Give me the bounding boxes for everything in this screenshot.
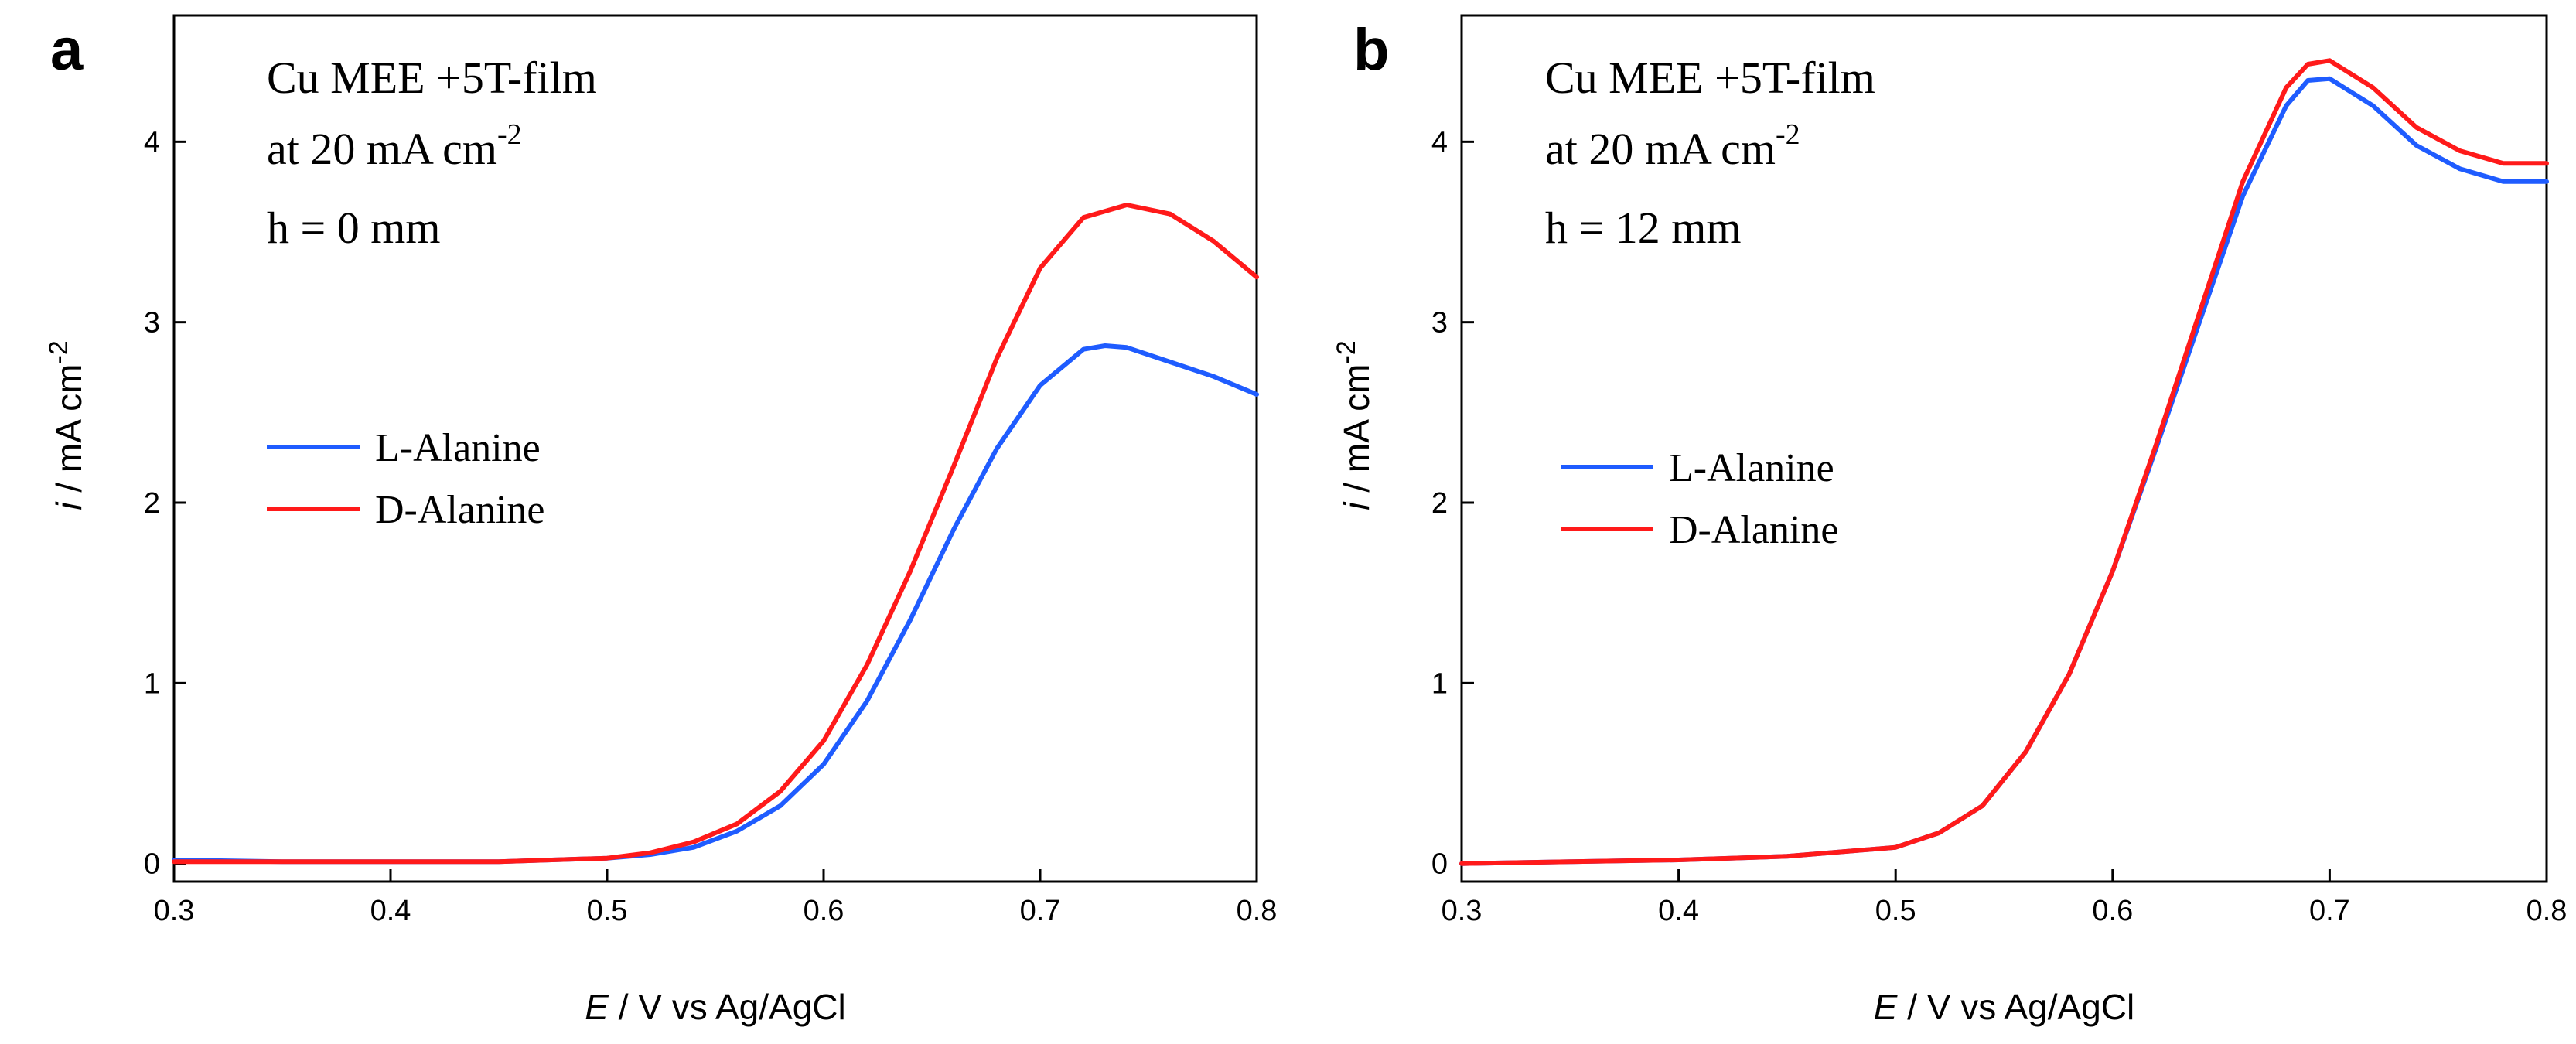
y-tick-label: 1 [1431, 667, 1448, 700]
annotation-line: h = 12 mm [1545, 203, 1741, 253]
annotation-line: at 20 mA cm-2 [1545, 118, 1800, 174]
x-tick-label: 0.8 [1237, 895, 1278, 927]
x-tick-label: 0.7 [2309, 895, 2350, 927]
x-tick-label: 0.8 [2527, 895, 2567, 927]
y-tick-label: 0 [1431, 848, 1448, 881]
plot-frame [172, 14, 1258, 883]
series-line-d-alanine [172, 203, 1259, 865]
y-tick-label: 0 [144, 848, 160, 881]
y-tick-label: 4 [144, 126, 160, 159]
y-tick-label: 2 [1431, 487, 1448, 520]
x-tick-label: 0.7 [1020, 895, 1061, 927]
y-tick-label: 2 [144, 487, 160, 520]
x-tick-label: 0.6 [804, 895, 844, 927]
x-axis-label: E / V vs Ag/AgCl [585, 987, 845, 1027]
x-tick-label: 0.4 [370, 895, 411, 927]
x-tick-label: 0.6 [2092, 895, 2133, 927]
y-axis-label: i / mA cm-2 [1332, 340, 1377, 510]
y-tick-label: 4 [1431, 126, 1448, 159]
plot-frame [1460, 14, 2548, 883]
panel-b: b 0.3 0.4 0.5 0.6 0.7 0.8 0 1 2 3 4 E / V vs Ag/AgCl… [1332, 14, 2567, 1027]
annotation-line: Cu MEE +5T-film [1545, 53, 1875, 103]
y-tick-label: 3 [144, 307, 160, 339]
series-line-d-alanine [1459, 58, 2549, 866]
x-tick-label: 0.5 [1875, 895, 1916, 927]
series-line-l-alanine [1459, 76, 2549, 866]
legend-label: D-Alanine [375, 488, 544, 532]
annotation-line: at 20 mA cm-2 [267, 118, 522, 174]
y-tick-label: 3 [1431, 307, 1448, 339]
y-axis-label: i / mA cm-2 [44, 340, 89, 510]
legend-label: L-Alanine [375, 426, 541, 470]
panel-a: a 0.3 0.4 0.5 0.6 0.7 0.8 0 1 2 3 4 E / V vs Ag/AgCl… [44, 14, 1278, 1027]
annotation-line: h = 0 mm [267, 203, 440, 253]
legend-label: L-Alanine [1669, 446, 1834, 490]
x-tick-label: 0.3 [1442, 895, 1482, 927]
x-tick-label: 0.3 [154, 895, 195, 927]
panel-letter: a [50, 17, 84, 83]
annotation-line: Cu MEE +5T-film [267, 53, 597, 103]
y-tick-label: 1 [144, 667, 160, 700]
series-line-l-alanine [172, 343, 1259, 865]
legend-label: D-Alanine [1669, 508, 1838, 552]
x-axis-label: E / V vs Ag/AgCl [1874, 987, 2134, 1027]
x-tick-label: 0.4 [1658, 895, 1699, 927]
x-tick-label: 0.5 [587, 895, 628, 927]
panel-letter: b [1353, 17, 1389, 83]
